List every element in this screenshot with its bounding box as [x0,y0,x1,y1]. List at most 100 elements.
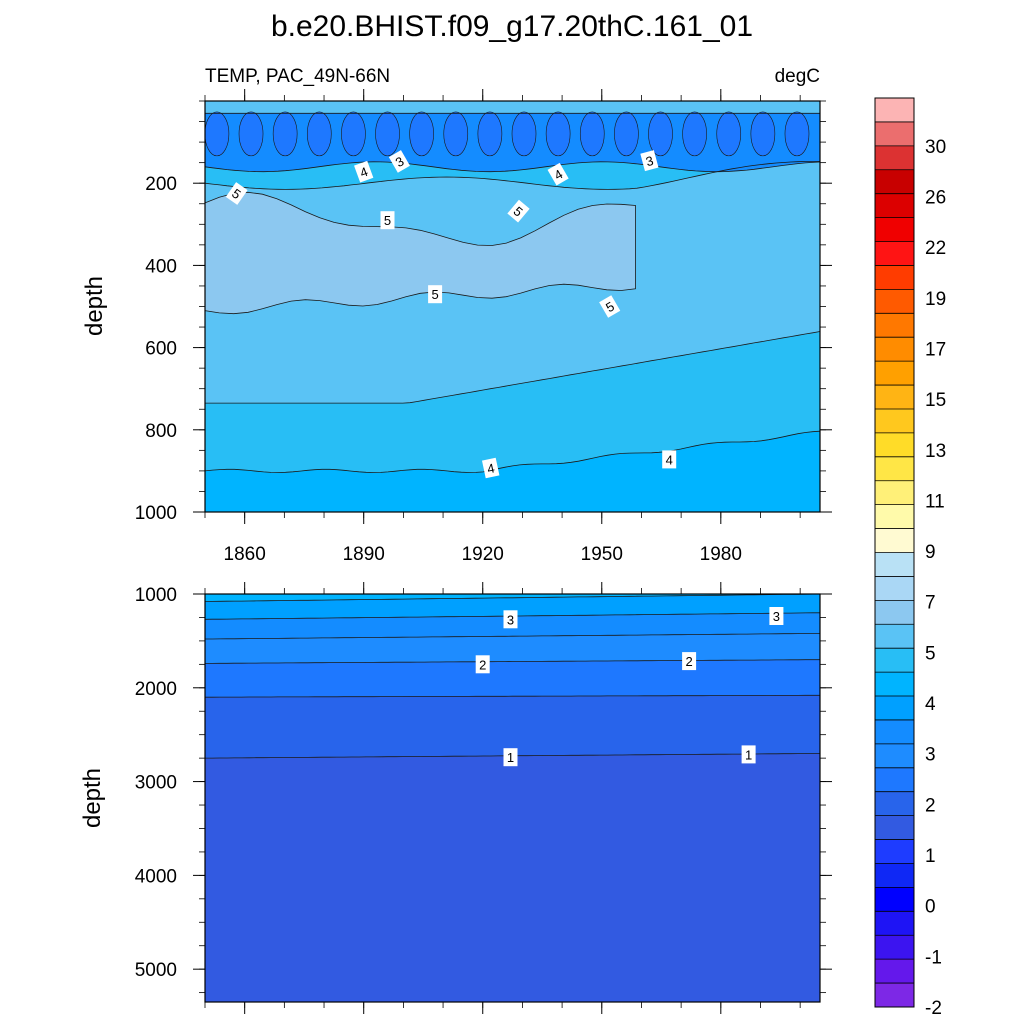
contour-label-box [547,162,569,186]
lower-panel: 3 3 2 2 1 1 1000 2000 3000 4000 5000 depth [79,582,832,1014]
x-tick-label: 1860 [224,544,266,565]
colorbar-swatch [875,337,914,362]
colorbar-swatch [875,241,914,266]
contour-label: 3 [640,150,659,172]
colorbar-swatch [875,887,914,912]
band-4 [205,331,820,473]
x-tick-label: 1890 [343,544,385,565]
colorbar-label: -2 [925,998,942,1019]
x-tick-label: 1920 [462,544,504,565]
eddy-blob [579,111,605,157]
eddy-blob [750,111,776,157]
contour-label: 5 [225,182,248,205]
colorbar-label: 7 [925,593,936,614]
contour-label-text: 4 [666,452,673,467]
band-lower-1 [205,695,820,759]
colorbar-swatch [875,145,914,171]
band-lower-deep [205,753,820,1002]
colorbar-label: 13 [925,441,946,462]
lower-contour-line [205,659,820,664]
y-tick-label: 4000 [135,866,177,887]
colorbar-swatch [875,959,914,984]
upper-y-axis-label: depth [81,276,108,336]
contour-label-box [354,160,374,183]
y-tick-label: 600 [145,339,177,360]
colorbar-swatch [875,361,914,386]
colorbar-swatch [875,600,914,625]
colorbar-swatch [875,767,914,793]
contour-label: 1 [503,748,518,767]
y-tick-label: 1000 [135,585,177,606]
colorbar-label: 30 [925,137,946,158]
upper-ticks: 1860 1890 1920 1950 1980 200 400 600 800 1000 [135,89,832,565]
colorbar-label: 11 [925,491,945,512]
y-tick-label: 2000 [135,679,177,700]
contour-label-box [640,150,659,172]
contour-label-box [475,655,490,674]
contour-label-text: 4 [358,164,370,181]
contour-label: 3 [769,607,784,625]
contour-label-text: 5 [431,287,438,302]
contour-label-text: 3 [507,612,514,627]
upper-contour-fill [204,101,820,512]
colorbar-swatch [875,121,914,147]
band-surface-layer [205,101,820,114]
colorbar-label: 3 [925,745,936,766]
lower-plot-frame [204,593,821,1003]
lower-contour-line [205,633,821,640]
contour-label: 2 [682,652,697,671]
colorbar-swatch [875,911,914,936]
contour-label-text: 3 [773,609,780,624]
contour-label: 1 [741,745,756,764]
colorbar-label: 0 [925,897,936,918]
colorbar-swatch [875,480,914,505]
colorbar-swatch [875,743,914,769]
eddy-blob [477,111,503,157]
colorbar-label: 4 [925,694,936,715]
contour-label-box [682,652,697,671]
y-tick-label: 800 [145,421,177,442]
colorbar-swatch [875,385,914,410]
contour-label-text: 2 [479,657,486,672]
contour-label: 5 [428,285,443,304]
contour-label-text: 3 [644,153,655,169]
contour-label-box [769,607,784,625]
contour-label: 5 [507,199,530,223]
band-lower-3b [205,594,820,620]
colorbar-swatch [875,696,914,721]
contour-label-text: 1 [745,747,752,762]
contour-label: 5 [380,211,395,230]
colorbar-frame [874,97,915,1008]
colorbar-swatch [875,863,914,888]
lower-contour-labels: 3 3 2 2 1 1 [475,607,784,767]
colorbar-swatch [875,719,914,745]
contour-label-box [507,199,530,223]
eddy-blob [272,111,298,157]
band-above-5 [204,191,636,315]
variable-label: TEMP, PAC_49N-66N [205,66,390,87]
eddy-blob [375,111,400,157]
eddy-blob [784,111,810,157]
chart-title: b.e20.BHIST.f09_g17.20thC.161_01 [271,10,753,43]
colorbar-swatch [875,504,914,529]
contour-label-box [503,610,518,629]
eddy-blob [511,111,537,157]
colorbar-label: 1 [925,846,936,867]
contour-label: 3 [503,610,518,629]
colorbar-label: 19 [925,289,946,310]
eddy-blob [341,111,366,157]
contour-label-box [481,457,500,479]
colorbar-swatch [875,528,914,553]
y-tick-label: 3000 [135,773,177,794]
colorbar-swatch [875,624,914,649]
band-lower-2 [205,659,820,698]
eddy-blob [716,111,742,157]
contour-label: 2 [475,655,490,674]
contour-label-box [388,150,410,173]
colorbar-swatch [875,217,914,242]
eddy-blob [204,111,230,157]
eddy-blob [545,111,571,157]
contour-label-box [662,450,677,469]
